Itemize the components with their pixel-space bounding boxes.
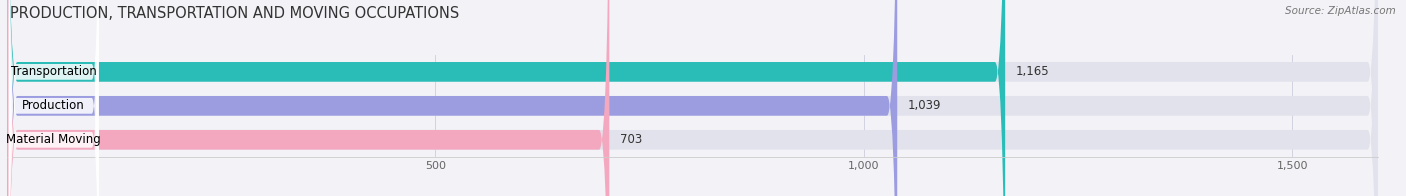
FancyBboxPatch shape [7, 0, 1005, 196]
Text: Source: ZipAtlas.com: Source: ZipAtlas.com [1285, 6, 1396, 16]
Text: 1,039: 1,039 [907, 99, 941, 112]
FancyBboxPatch shape [8, 0, 98, 196]
Text: Production: Production [22, 99, 86, 112]
FancyBboxPatch shape [7, 0, 897, 196]
Text: Material Moving: Material Moving [7, 133, 101, 146]
Text: 1,165: 1,165 [1015, 65, 1049, 78]
Text: Transportation: Transportation [11, 65, 97, 78]
FancyBboxPatch shape [8, 0, 98, 196]
FancyBboxPatch shape [7, 0, 1378, 196]
FancyBboxPatch shape [8, 0, 98, 196]
FancyBboxPatch shape [7, 0, 609, 196]
Text: PRODUCTION, TRANSPORTATION AND MOVING OCCUPATIONS: PRODUCTION, TRANSPORTATION AND MOVING OC… [10, 6, 460, 21]
FancyBboxPatch shape [7, 0, 1378, 196]
FancyBboxPatch shape [7, 0, 1378, 196]
Text: 703: 703 [620, 133, 643, 146]
